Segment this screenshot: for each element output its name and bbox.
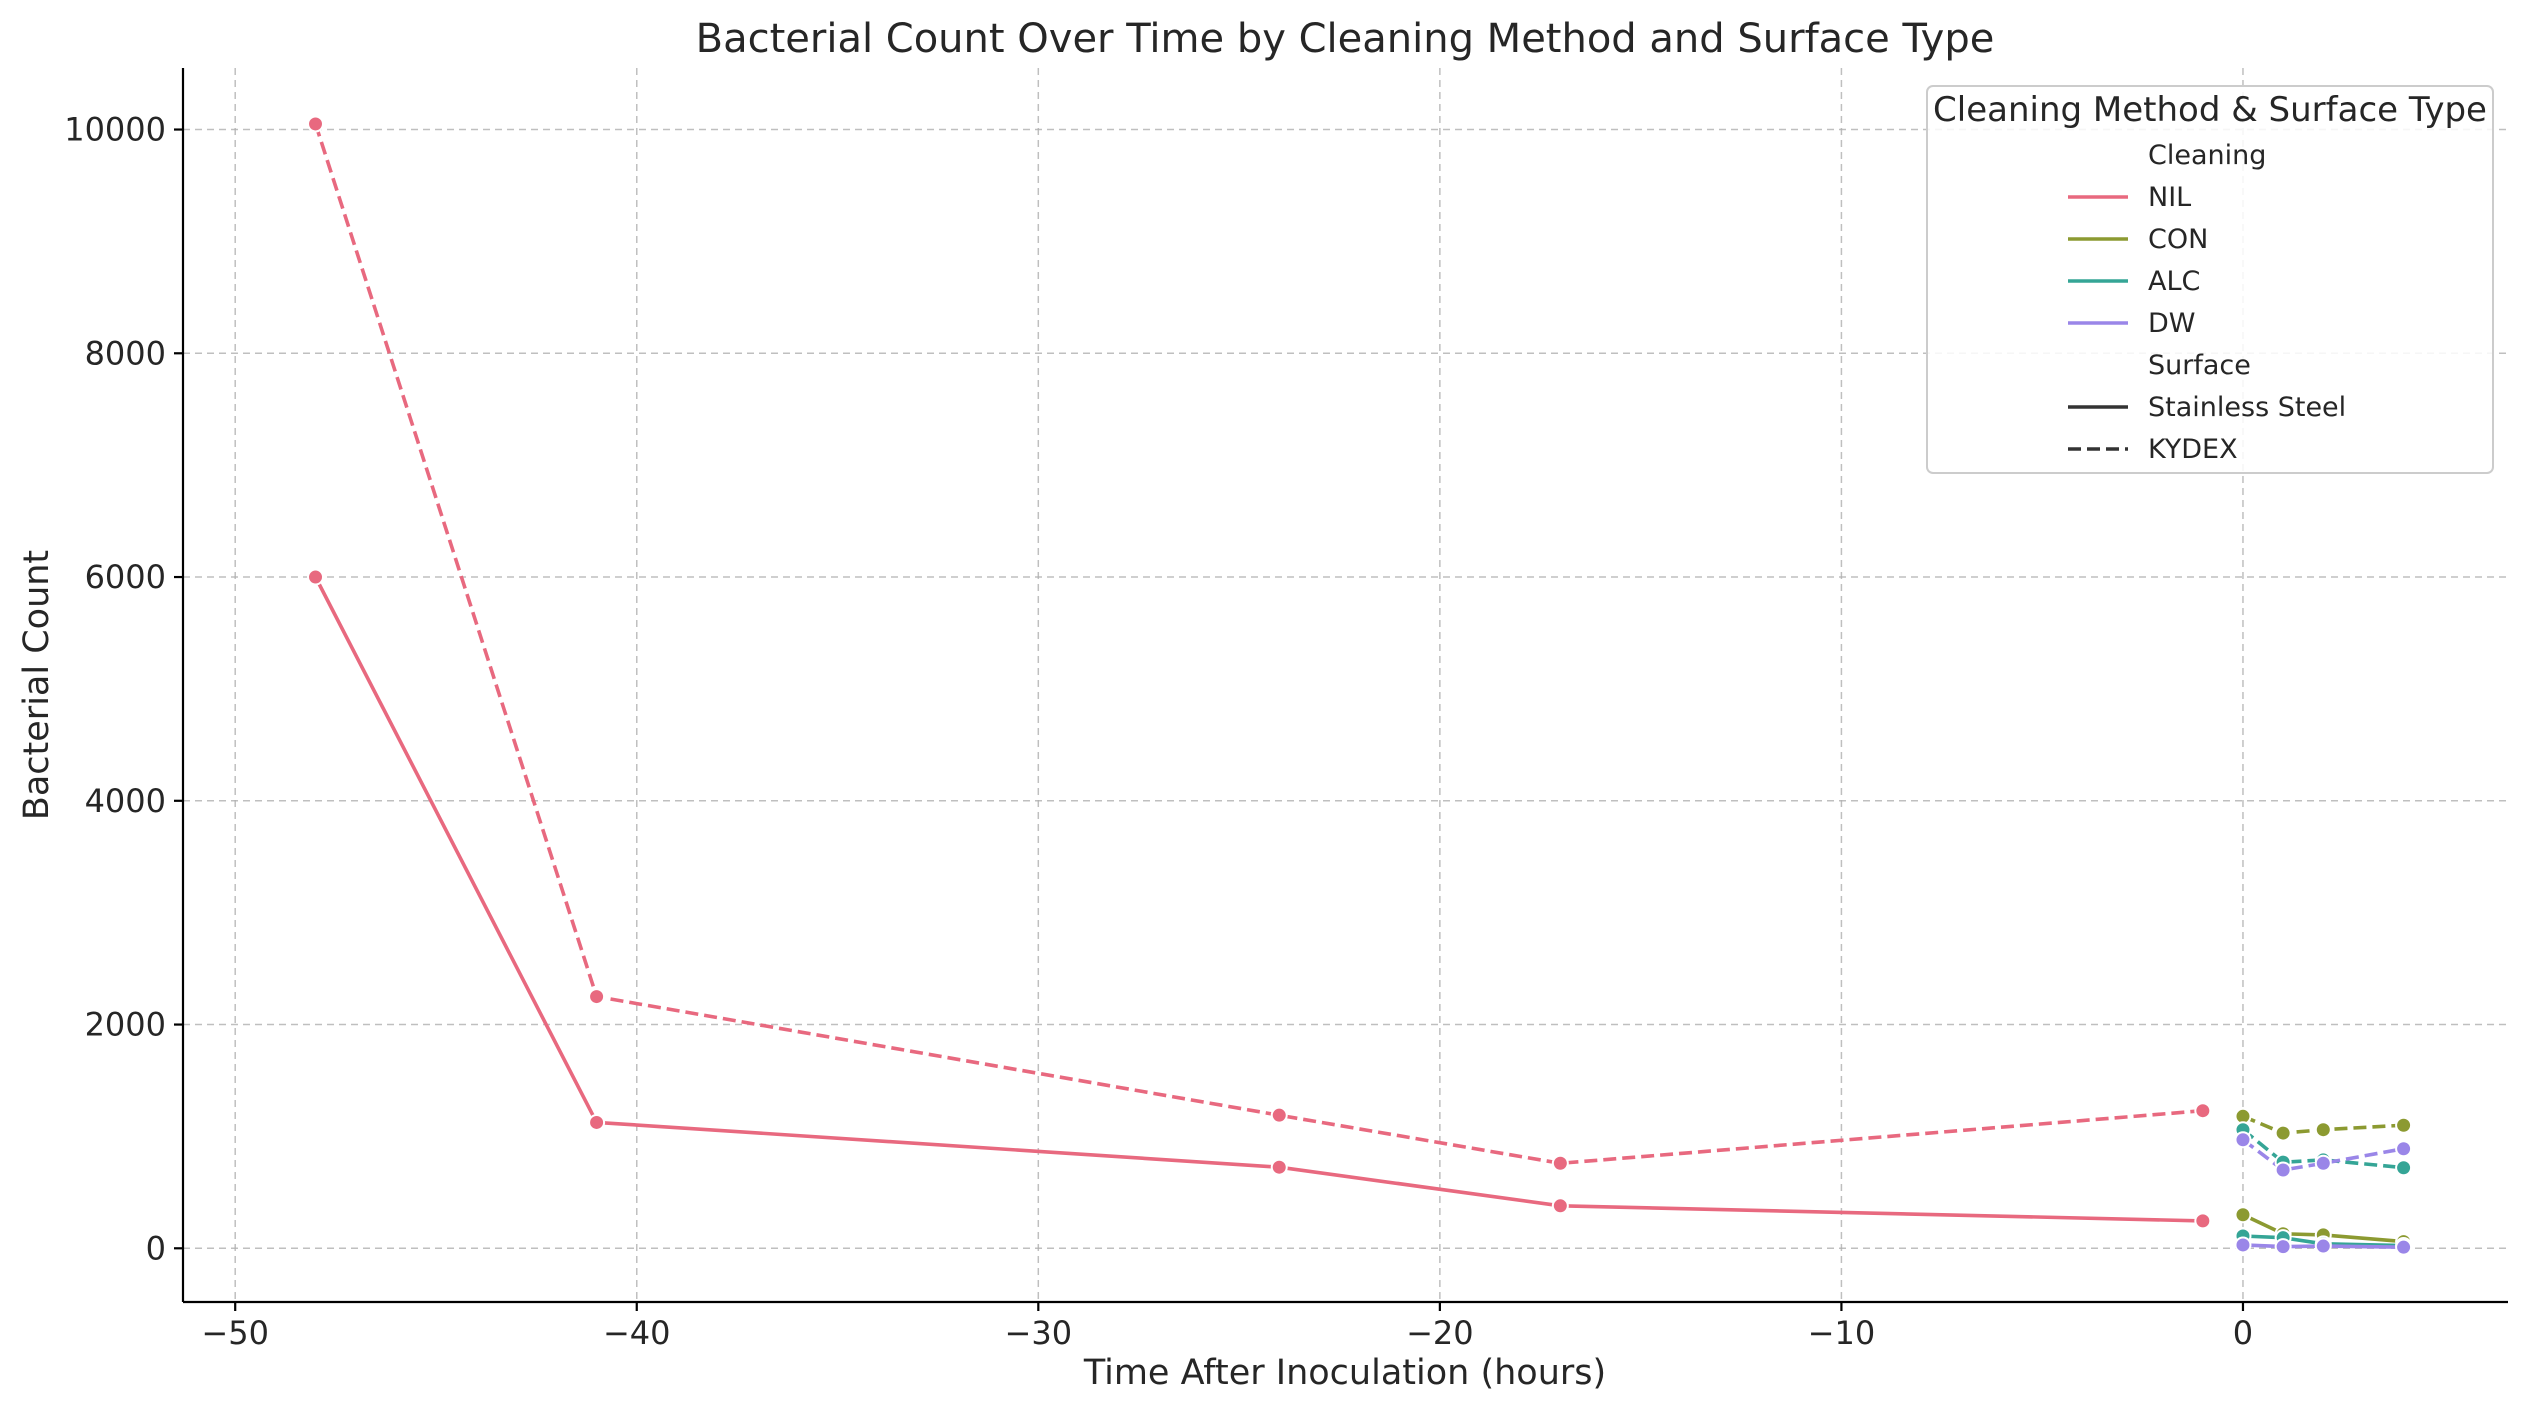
chart-title: Bacterial Count Over Time by Cleaning Me… [696, 16, 1995, 62]
x-axis-label: Time After Inoculation (hours) [1083, 1353, 1606, 1393]
data-point-dw-stainless-steel [2395, 1238, 2413, 1256]
data-point-nil-kydex [2194, 1102, 2212, 1120]
data-point-dw-kydex [2395, 1140, 2413, 1158]
data-point-dw-kydex [2314, 1154, 2332, 1172]
y-tick-label: 2000 [85, 1006, 166, 1044]
data-point-dw-stainless-steel [2314, 1237, 2332, 1255]
data-point-alc-kydex [2395, 1159, 2413, 1177]
series-line-dw-stainless-steel [2242, 1243, 2404, 1249]
legend-label-con: CON [2148, 224, 2208, 255]
legend-label-nil: NIL [2148, 182, 2191, 213]
data-point-con-kydex [2395, 1116, 2413, 1134]
series-line-nil-kydex [313, 123, 2203, 1166]
data-point-nil-kydex [588, 988, 606, 1006]
x-tick-label: −50 [201, 1314, 269, 1352]
legend-style-entries: Stainless Steel KYDEX [2068, 392, 2346, 465]
data-point-nil-stainless-steel [307, 568, 325, 586]
data-point-dw-stainless-steel [2234, 1236, 2252, 1254]
legend-label-stainless-steel: Stainless Steel [2148, 392, 2346, 423]
series-line-con-stainless-steel [2242, 1213, 2404, 1244]
data-point-nil-kydex [1270, 1106, 1288, 1124]
data-point-con-stainless-steel [2234, 1206, 2252, 1224]
data-point-con-kydex [2314, 1121, 2332, 1139]
data-point-dw-stainless-steel [2274, 1238, 2292, 1256]
x-tick-label: −30 [1005, 1314, 1073, 1352]
y-tick-label: 10000 [64, 111, 166, 149]
legend-hue-entries: NIL CON ALC DW [2068, 182, 2208, 339]
y-axis-label: Bacterial Count [17, 550, 57, 820]
y-axis-ticks: 0 2000 4000 6000 8000 10000 [64, 111, 183, 1267]
data-point-nil-kydex [1551, 1154, 1569, 1172]
legend-style-title: Surface [2148, 350, 2251, 381]
data-markers [307, 115, 2413, 1256]
data-point-nil-stainless-steel [1551, 1197, 1569, 1215]
axes [181, 68, 2508, 1304]
legend-hue-title: Cleaning [2148, 140, 2266, 171]
series-line-dw-kydex [2241, 1138, 2404, 1172]
data-point-dw-kydex [2274, 1161, 2292, 1179]
data-point-nil-kydex [307, 115, 325, 133]
x-tick-label: −10 [1808, 1314, 1876, 1352]
x-tick-label: 0 [2233, 1314, 2253, 1352]
y-tick-label: 8000 [85, 334, 166, 372]
series-line-con-kydex [2242, 1114, 2404, 1135]
y-tick-label: 0 [146, 1229, 166, 1267]
data-point-nil-stainless-steel [588, 1113, 606, 1131]
data-point-nil-stainless-steel [1270, 1158, 1288, 1176]
y-tick-label: 6000 [85, 558, 166, 596]
legend-label-dw: DW [2148, 308, 2196, 339]
y-tick-label: 4000 [85, 782, 166, 820]
grid-lines [183, 68, 2508, 1302]
legend: Cleaning Method & Surface Type Cleaning … [1926, 85, 2494, 474]
data-point-con-kydex [2274, 1124, 2292, 1142]
legend-label-kydex: KYDEX [2148, 434, 2238, 465]
legend-frame [1926, 85, 2494, 474]
data-point-nil-stainless-steel [2194, 1212, 2212, 1230]
x-tick-label: −20 [1406, 1314, 1474, 1352]
series-line-alc-stainless-steel [2242, 1234, 2404, 1248]
legend-label-alc: ALC [2148, 266, 2200, 297]
x-tick-label: −40 [603, 1314, 671, 1352]
data-point-dw-kydex [2234, 1131, 2252, 1149]
x-axis-ticks: −50 −40 −30 −20 −10 0 [201, 1302, 2253, 1352]
legend-title: Cleaning Method & Surface Type [1933, 90, 2487, 130]
series-line-alc-kydex [2241, 1128, 2404, 1170]
